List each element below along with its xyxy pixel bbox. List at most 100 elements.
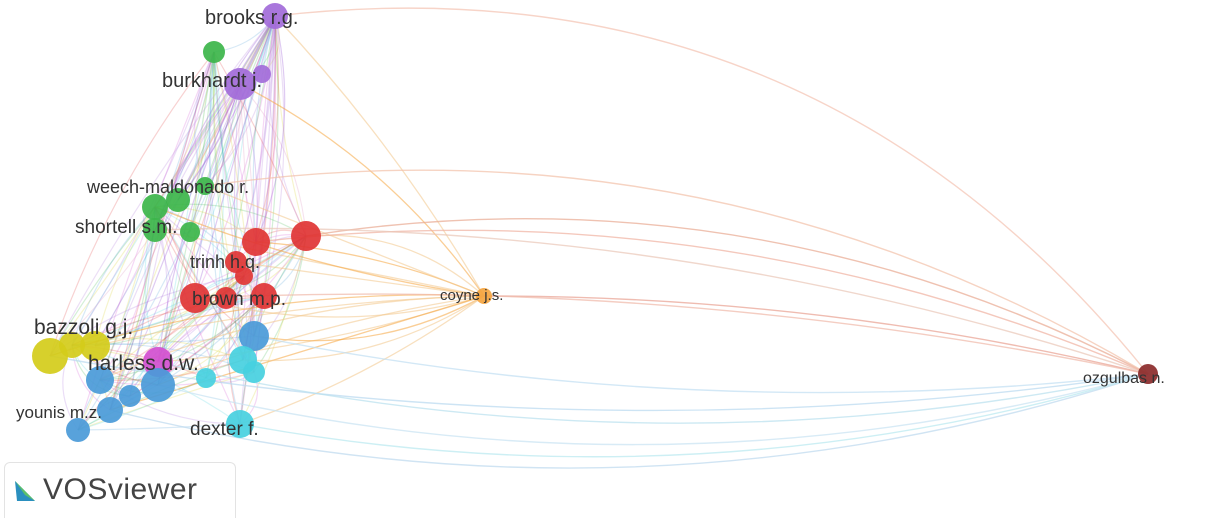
- node-p3[interactable]: [253, 65, 271, 83]
- node-brown[interactable]: [180, 283, 210, 313]
- network-link: [253, 295, 485, 342]
- vosviewer-logo-icon: [15, 481, 35, 501]
- node-b5[interactable]: [66, 418, 90, 442]
- network-link: [71, 15, 276, 346]
- network-link: [154, 15, 276, 208]
- network-link: [99, 371, 255, 387]
- network-link: [49, 51, 215, 357]
- network-link: [177, 15, 276, 201]
- network-link: [157, 361, 1149, 424]
- node-y2[interactable]: [80, 331, 110, 361]
- network-link: [154, 206, 485, 297]
- node-r2[interactable]: [242, 228, 270, 256]
- node-g-top[interactable]: [203, 41, 225, 63]
- node-dexter[interactable]: [226, 410, 254, 438]
- node-g3[interactable]: [142, 194, 168, 220]
- node-younis[interactable]: [97, 397, 123, 423]
- node-b3[interactable]: [141, 368, 175, 402]
- network-link: [235, 261, 485, 297]
- node-y3[interactable]: [59, 332, 85, 358]
- network-link: [154, 83, 241, 208]
- label-ozgulbas[interactable]: ozgulbas n.: [1083, 370, 1165, 387]
- network-link: [213, 51, 257, 243]
- node-c4[interactable]: [196, 368, 216, 388]
- node-b2[interactable]: [86, 366, 114, 394]
- node-burkhardt[interactable]: [224, 68, 256, 100]
- node-weech[interactable]: [196, 177, 214, 195]
- network-link: [213, 51, 237, 263]
- label-trinh[interactable]: trinh h.q.: [190, 252, 260, 272]
- node-coyne[interactable]: [476, 288, 492, 304]
- network-link: [194, 235, 307, 299]
- network-link: [194, 293, 1149, 375]
- network-link: [71, 206, 156, 346]
- network-link: [239, 373, 1149, 458]
- label-brown[interactable]: brown m.p.: [192, 289, 286, 310]
- network-link: [305, 218, 1149, 375]
- network-link: [205, 275, 246, 379]
- network-labels: brooks r.g. burkhardt j. weech-maldonado…: [16, 7, 1165, 440]
- node-r7[interactable]: [251, 283, 277, 309]
- network-link: [154, 206, 265, 297]
- network-link: [239, 235, 307, 425]
- node-shortell[interactable]: [143, 218, 167, 242]
- network-link: [242, 15, 276, 361]
- network-link: [239, 83, 258, 243]
- network-link: [235, 83, 241, 263]
- node-r1[interactable]: [291, 221, 321, 251]
- label-burkhardt[interactable]: burkhardt j.: [162, 70, 262, 92]
- network-link: [109, 83, 241, 411]
- network-link: [157, 83, 241, 363]
- network-link: [154, 51, 215, 208]
- network-link: [213, 51, 245, 277]
- network-link: [204, 15, 276, 187]
- network-link: [213, 51, 307, 237]
- node-r4[interactable]: [235, 267, 253, 285]
- network-link: [49, 15, 276, 357]
- network-link: [99, 379, 241, 425]
- network-link: [204, 169, 1149, 375]
- node-b1[interactable]: [239, 321, 269, 351]
- network-link: [157, 15, 276, 386]
- label-brooks[interactable]: brooks r.g.: [205, 7, 298, 29]
- network-link: [233, 83, 244, 361]
- network-link: [228, 275, 245, 425]
- label-coyne[interactable]: coyne j.s.: [440, 287, 503, 304]
- network-link: [274, 15, 485, 297]
- network-link: [253, 335, 1149, 394]
- node-ozgulbas[interactable]: [1138, 364, 1158, 384]
- vosviewer-logo-text: VOSviewer: [43, 473, 198, 506]
- label-younis[interactable]: younis m.z.: [16, 403, 102, 422]
- network-link: [239, 295, 485, 425]
- network-link: [205, 15, 276, 379]
- node-g2[interactable]: [166, 188, 190, 212]
- network-link: [239, 83, 255, 337]
- network-link: [154, 15, 276, 208]
- label-shortell[interactable]: shortell s.m.: [75, 217, 177, 238]
- network-link: [242, 295, 485, 362]
- network-link: [213, 51, 265, 297]
- node-brooks[interactable]: [262, 3, 288, 29]
- network-link: [212, 51, 244, 361]
- node-g5[interactable]: [180, 222, 200, 242]
- node-b6[interactable]: [119, 385, 141, 407]
- network-link: [242, 15, 276, 361]
- label-bazzoli[interactable]: bazzoli g.j.: [34, 316, 133, 339]
- network-link: [193, 51, 215, 299]
- network-link: [194, 15, 276, 299]
- node-c2[interactable]: [243, 361, 265, 383]
- network-link: [77, 423, 241, 431]
- node-bazzoli[interactable]: [32, 338, 68, 374]
- label-weech[interactable]: weech-maldonado r.: [86, 177, 249, 197]
- node-harless[interactable]: [143, 347, 173, 377]
- network-link: [235, 15, 276, 263]
- network-link: [189, 51, 215, 233]
- label-harless[interactable]: harless d.w.: [88, 352, 199, 375]
- network-link: [177, 51, 216, 201]
- node-r6[interactable]: [215, 287, 237, 309]
- network-link: [239, 83, 485, 297]
- label-dexter[interactable]: dexter f.: [190, 419, 259, 440]
- network-link: [274, 15, 307, 237]
- network-link: [263, 15, 279, 297]
